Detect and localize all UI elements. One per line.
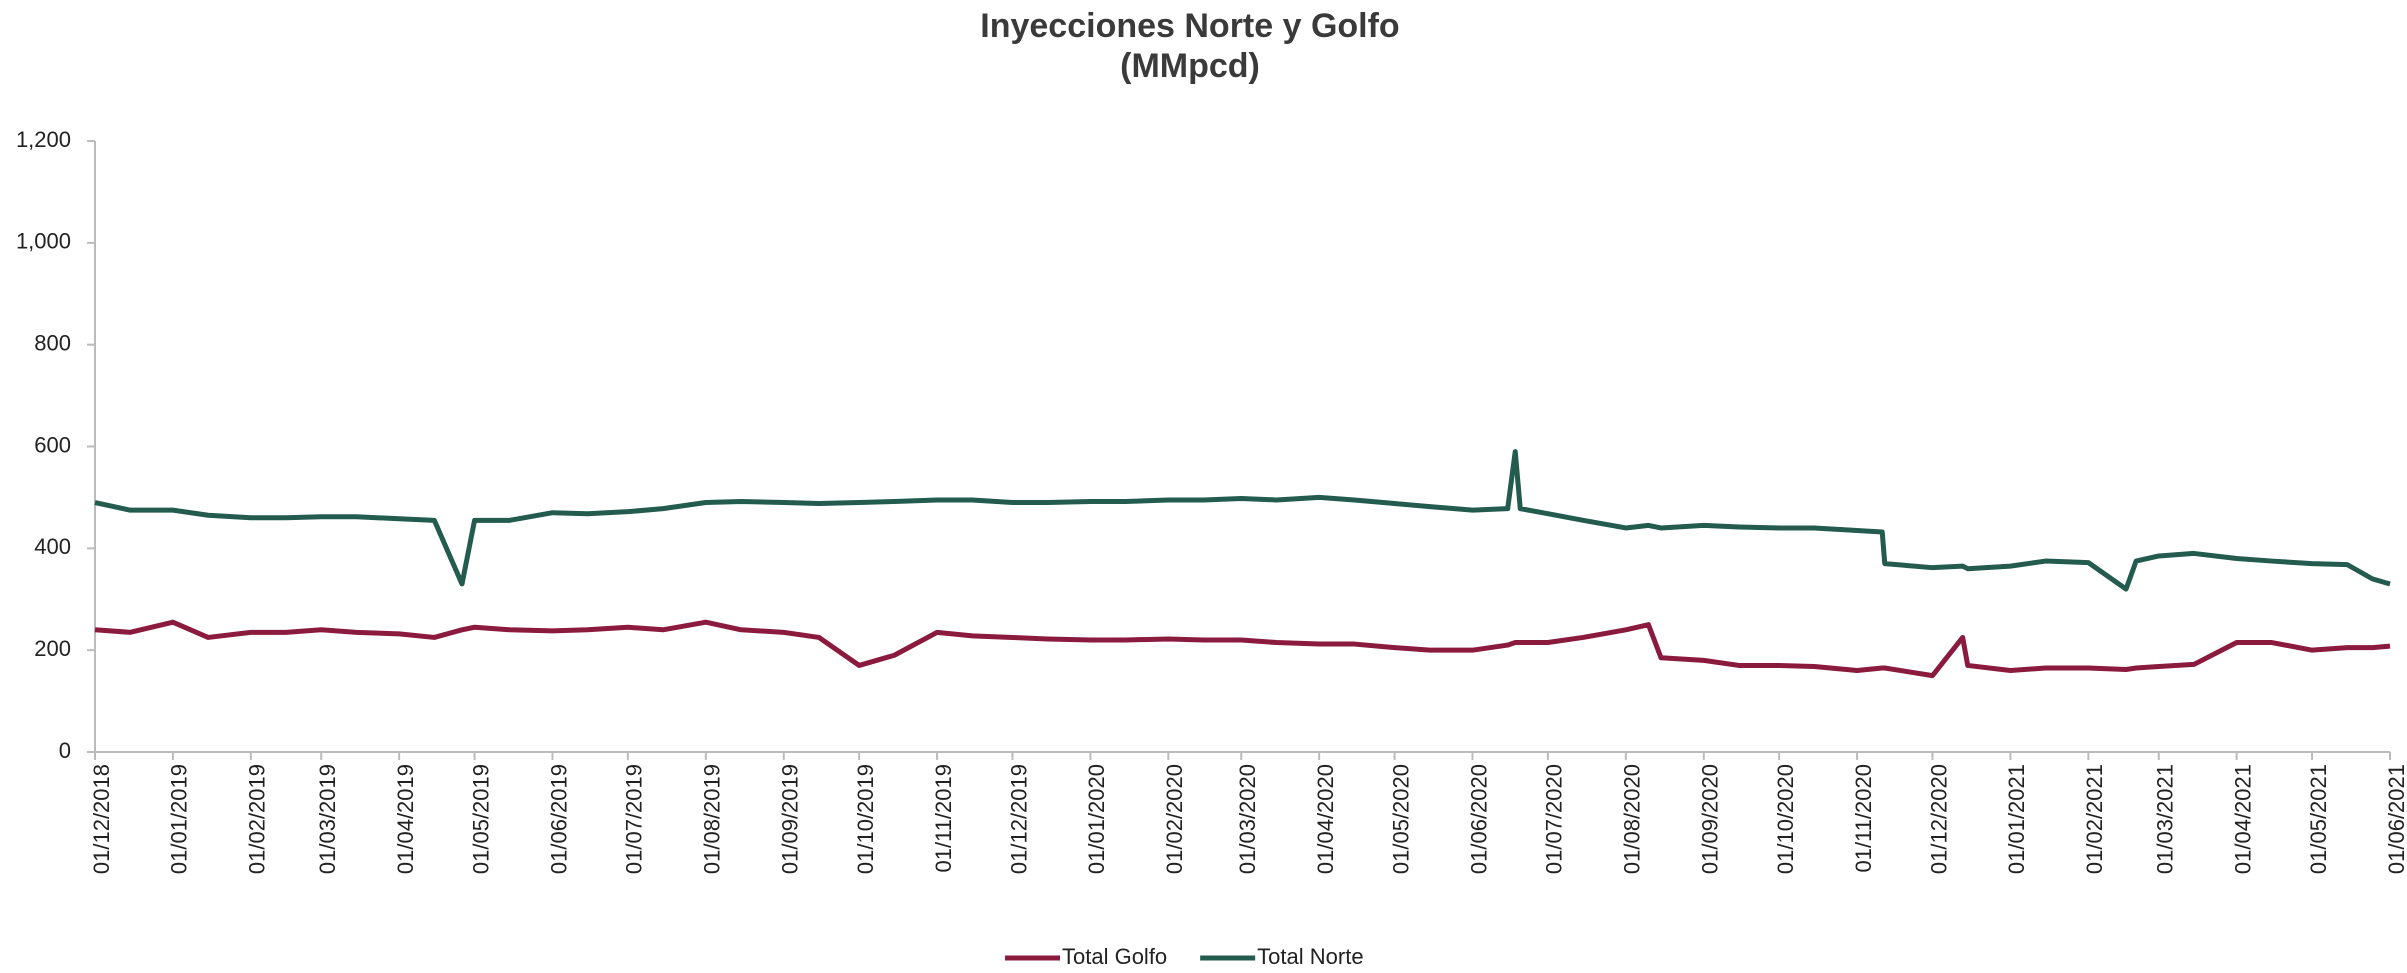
- y-tick-label: 400: [34, 534, 71, 559]
- y-tick-label: 1,000: [16, 229, 71, 254]
- chart: Inyecciones Norte y Golfo (MMpcd) 0 200 40…: [0, 0, 2407, 973]
- x-tick-label: 01/02/2020: [1162, 764, 1187, 874]
- x-tick-label: 01/02/2019: [245, 764, 270, 874]
- x-tick-label: 01/03/2021: [2153, 764, 2178, 874]
- x-tick-label: 01/01/2019: [167, 764, 192, 874]
- series-line: [95, 622, 2390, 675]
- series-line: [95, 452, 2390, 589]
- x-tick-label: 01/12/2020: [1926, 764, 1951, 874]
- x-tick-label: 01/01/2020: [1084, 764, 1109, 874]
- x-tick-label: 01/10/2019: [853, 764, 878, 874]
- x-tick-label: 01/05/2021: [2306, 764, 2331, 874]
- y-tick-label: 800: [34, 330, 71, 355]
- x-tick-label: 01/07/2020: [1542, 764, 1567, 874]
- x-tick-label: 01/11/2020: [1851, 764, 1876, 872]
- x-tick-label: 01/04/2019: [393, 764, 418, 874]
- legend-label: Total Golfo: [1062, 944, 1167, 969]
- legend-label: Total Norte: [1257, 944, 1363, 969]
- x-tick-label: 01/03/2019: [315, 764, 340, 874]
- x-tick-label: 01/12/2019: [1006, 764, 1031, 874]
- x-tick-label: 01/09/2019: [778, 764, 803, 874]
- y-tick-label: 600: [34, 432, 71, 457]
- x-tick-label: 01/10/2020: [1773, 764, 1798, 874]
- x-tick-label: 01/12/2018: [89, 764, 114, 874]
- chart-title: Inyecciones Norte y Golfo: [980, 7, 1399, 45]
- x-tick-label: 01/06/2019: [546, 764, 571, 874]
- x-tick-label: 01/02/2021: [2082, 764, 2107, 874]
- x-tick-label: 01/05/2019: [468, 764, 493, 874]
- y-tick-label: 1,200: [16, 127, 71, 152]
- chart-subtitle: (MMpcd): [1120, 47, 1260, 85]
- x-tick-label: 01/11/2019: [931, 764, 956, 872]
- x-tick-label: 01/04/2021: [2230, 764, 2255, 874]
- y-tick-label: 0: [59, 738, 71, 763]
- x-tick-label: 01/08/2019: [700, 764, 725, 874]
- x-tick-label: 01/09/2020: [1698, 764, 1723, 874]
- x-tick-label: 01/07/2019: [622, 764, 647, 874]
- x-tick-label: 01/05/2020: [1388, 764, 1413, 874]
- x-tick-label: 01/08/2020: [1620, 764, 1645, 874]
- x-tick-label: 01/06/2021: [2384, 764, 2407, 874]
- x-tick-label: 01/04/2020: [1313, 764, 1338, 874]
- x-tick-label: 01/03/2020: [1235, 764, 1260, 874]
- x-tick-label: 01/06/2020: [1466, 764, 1491, 874]
- y-tick-label: 200: [34, 636, 71, 661]
- x-tick-label: 01/01/2021: [2004, 764, 2029, 874]
